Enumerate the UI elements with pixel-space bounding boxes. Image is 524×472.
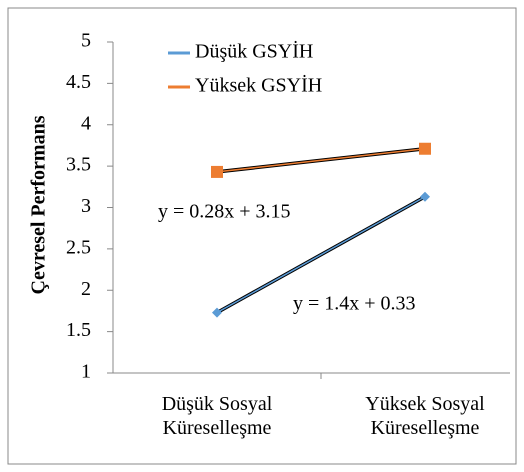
legend-label: Yüksek GSYİH xyxy=(195,74,322,97)
point xyxy=(420,191,430,202)
series-line xyxy=(216,148,426,173)
y-tick-label: 4.5 xyxy=(66,71,91,93)
y-tick-label: 1 xyxy=(81,361,91,383)
y-axis-title: Çevresel Performans xyxy=(28,115,50,294)
y-tick-label: 3.5 xyxy=(66,154,91,176)
y-tick-label: 2 xyxy=(81,278,91,300)
x-tick-label: Düşük Sosyal Küreselleşme xyxy=(161,393,273,439)
legend-label: Düşük GSYİH xyxy=(195,40,313,63)
y-tick-label: 2.5 xyxy=(66,236,91,258)
y-tick-label: 5 xyxy=(81,30,91,52)
point xyxy=(212,307,222,318)
point xyxy=(211,165,223,178)
y-tick-label: 3 xyxy=(81,195,91,217)
chart-frame xyxy=(7,7,517,465)
x-tick-label: Yüksek Sosyal Küreselleşme xyxy=(365,393,485,439)
point xyxy=(419,142,431,155)
trend-equation: y = 1.4x + 0.33 xyxy=(293,293,416,315)
trend-equation: y = 0.28x + 3.15 xyxy=(158,201,291,223)
series-line xyxy=(216,196,426,314)
y-tick-label: 4 xyxy=(81,112,91,134)
y-tick-label: 1.5 xyxy=(66,319,91,341)
